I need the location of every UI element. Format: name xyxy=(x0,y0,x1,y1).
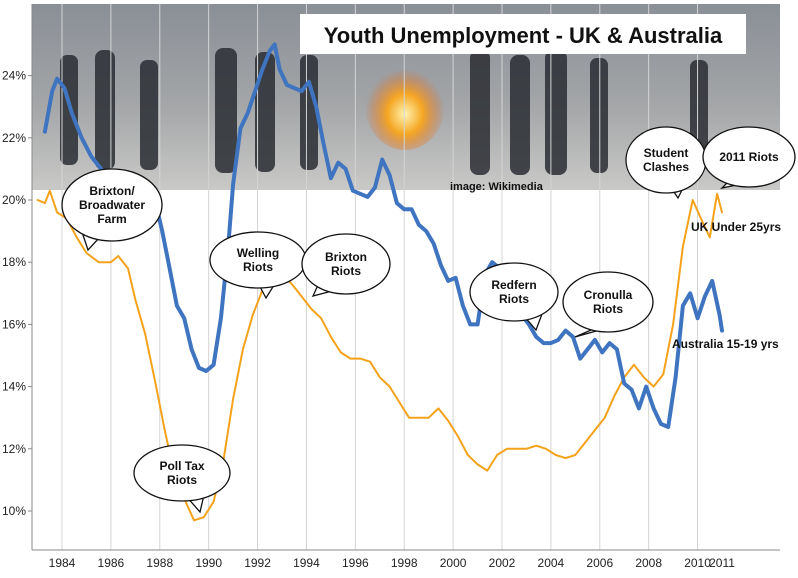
bubble-label: Student xyxy=(644,146,689,160)
x-tick-labels: 1984 1986 1988 1990 1992 1994 1996 1998 2000 2002… xyxy=(49,556,736,570)
x-tick-label: 1986 xyxy=(98,556,125,570)
x-tick-label: 1990 xyxy=(195,556,222,570)
y-tick-label: 16% xyxy=(2,317,26,331)
y-tick-label: 18% xyxy=(2,255,26,269)
bubble-shape xyxy=(562,271,654,333)
axes xyxy=(31,4,780,551)
x-tick-label: 1994 xyxy=(293,556,320,570)
bubble-label: Poll Tax xyxy=(159,459,204,473)
bubble-label: Welling xyxy=(237,246,279,260)
chart-title: Youth Unemployment - UK & Australia xyxy=(300,14,746,54)
y-tick-label: 20% xyxy=(2,193,26,207)
x-tick-label: 1988 xyxy=(146,556,173,570)
bubble-label: Riots xyxy=(331,264,361,278)
bubble-label: Farm xyxy=(97,212,126,226)
bubble-label: Clashes xyxy=(643,160,689,174)
y-tick-label: 22% xyxy=(2,131,26,145)
x-tick-label: 2011 xyxy=(709,556,735,570)
y-tick-label: 24% xyxy=(2,69,26,83)
bubble-label: Riots xyxy=(167,473,197,487)
bubble-label: 2011 Riots xyxy=(719,150,779,164)
x-tick-label: 2000 xyxy=(440,556,467,570)
bubble-shape xyxy=(61,168,163,242)
x-tick-label: 2006 xyxy=(586,556,613,570)
bubble-shape xyxy=(702,126,796,188)
bubble-label: Riots xyxy=(593,302,623,316)
bubble-label: Broadwater xyxy=(79,198,145,212)
bubble-label: Riots xyxy=(499,292,529,306)
bubble-shape xyxy=(133,444,231,502)
bubble-shape xyxy=(469,262,559,322)
x-tick-label: 1996 xyxy=(342,556,369,570)
x-tick-label: 2008 xyxy=(635,556,662,570)
series-label-australia: Australia 15-19 yrs xyxy=(672,337,779,351)
x-tick-label: 2002 xyxy=(489,556,516,570)
y-tick-label: 10% xyxy=(2,504,26,518)
x-tick-label: 1998 xyxy=(391,556,418,570)
y-tick-label: 14% xyxy=(2,380,26,394)
series-line-australia-15-19 xyxy=(42,42,724,429)
bubble-label: Cronulla xyxy=(584,288,633,302)
bubble-label: Brixton xyxy=(325,250,367,264)
bubble-label: Riots xyxy=(243,260,273,274)
annotation-riots-2011: 2011 Riots xyxy=(702,126,796,190)
y-tick-labels: 10% 12% 14% 16% 18% 20% 22% 24% xyxy=(2,69,32,518)
series-label-uk: UK Under 25yrs xyxy=(691,220,781,234)
x-tick-label: 2004 xyxy=(538,556,565,570)
title-text: Youth Unemployment - UK & Australia xyxy=(324,23,723,48)
x-tick-label: 1984 xyxy=(49,556,76,570)
series-line-uk-under-25 xyxy=(36,189,723,522)
x-tick-label: 1992 xyxy=(244,556,271,570)
image-credit: image: Wikimedia xyxy=(450,181,544,193)
bubble-label: Redfern xyxy=(491,278,536,292)
x-tick-label: 2010 xyxy=(684,556,711,570)
y-tick-label: 12% xyxy=(2,442,26,456)
bubble-label: Brixton/ xyxy=(89,184,135,198)
series-lines xyxy=(36,42,724,522)
bubble-shape xyxy=(301,233,391,295)
